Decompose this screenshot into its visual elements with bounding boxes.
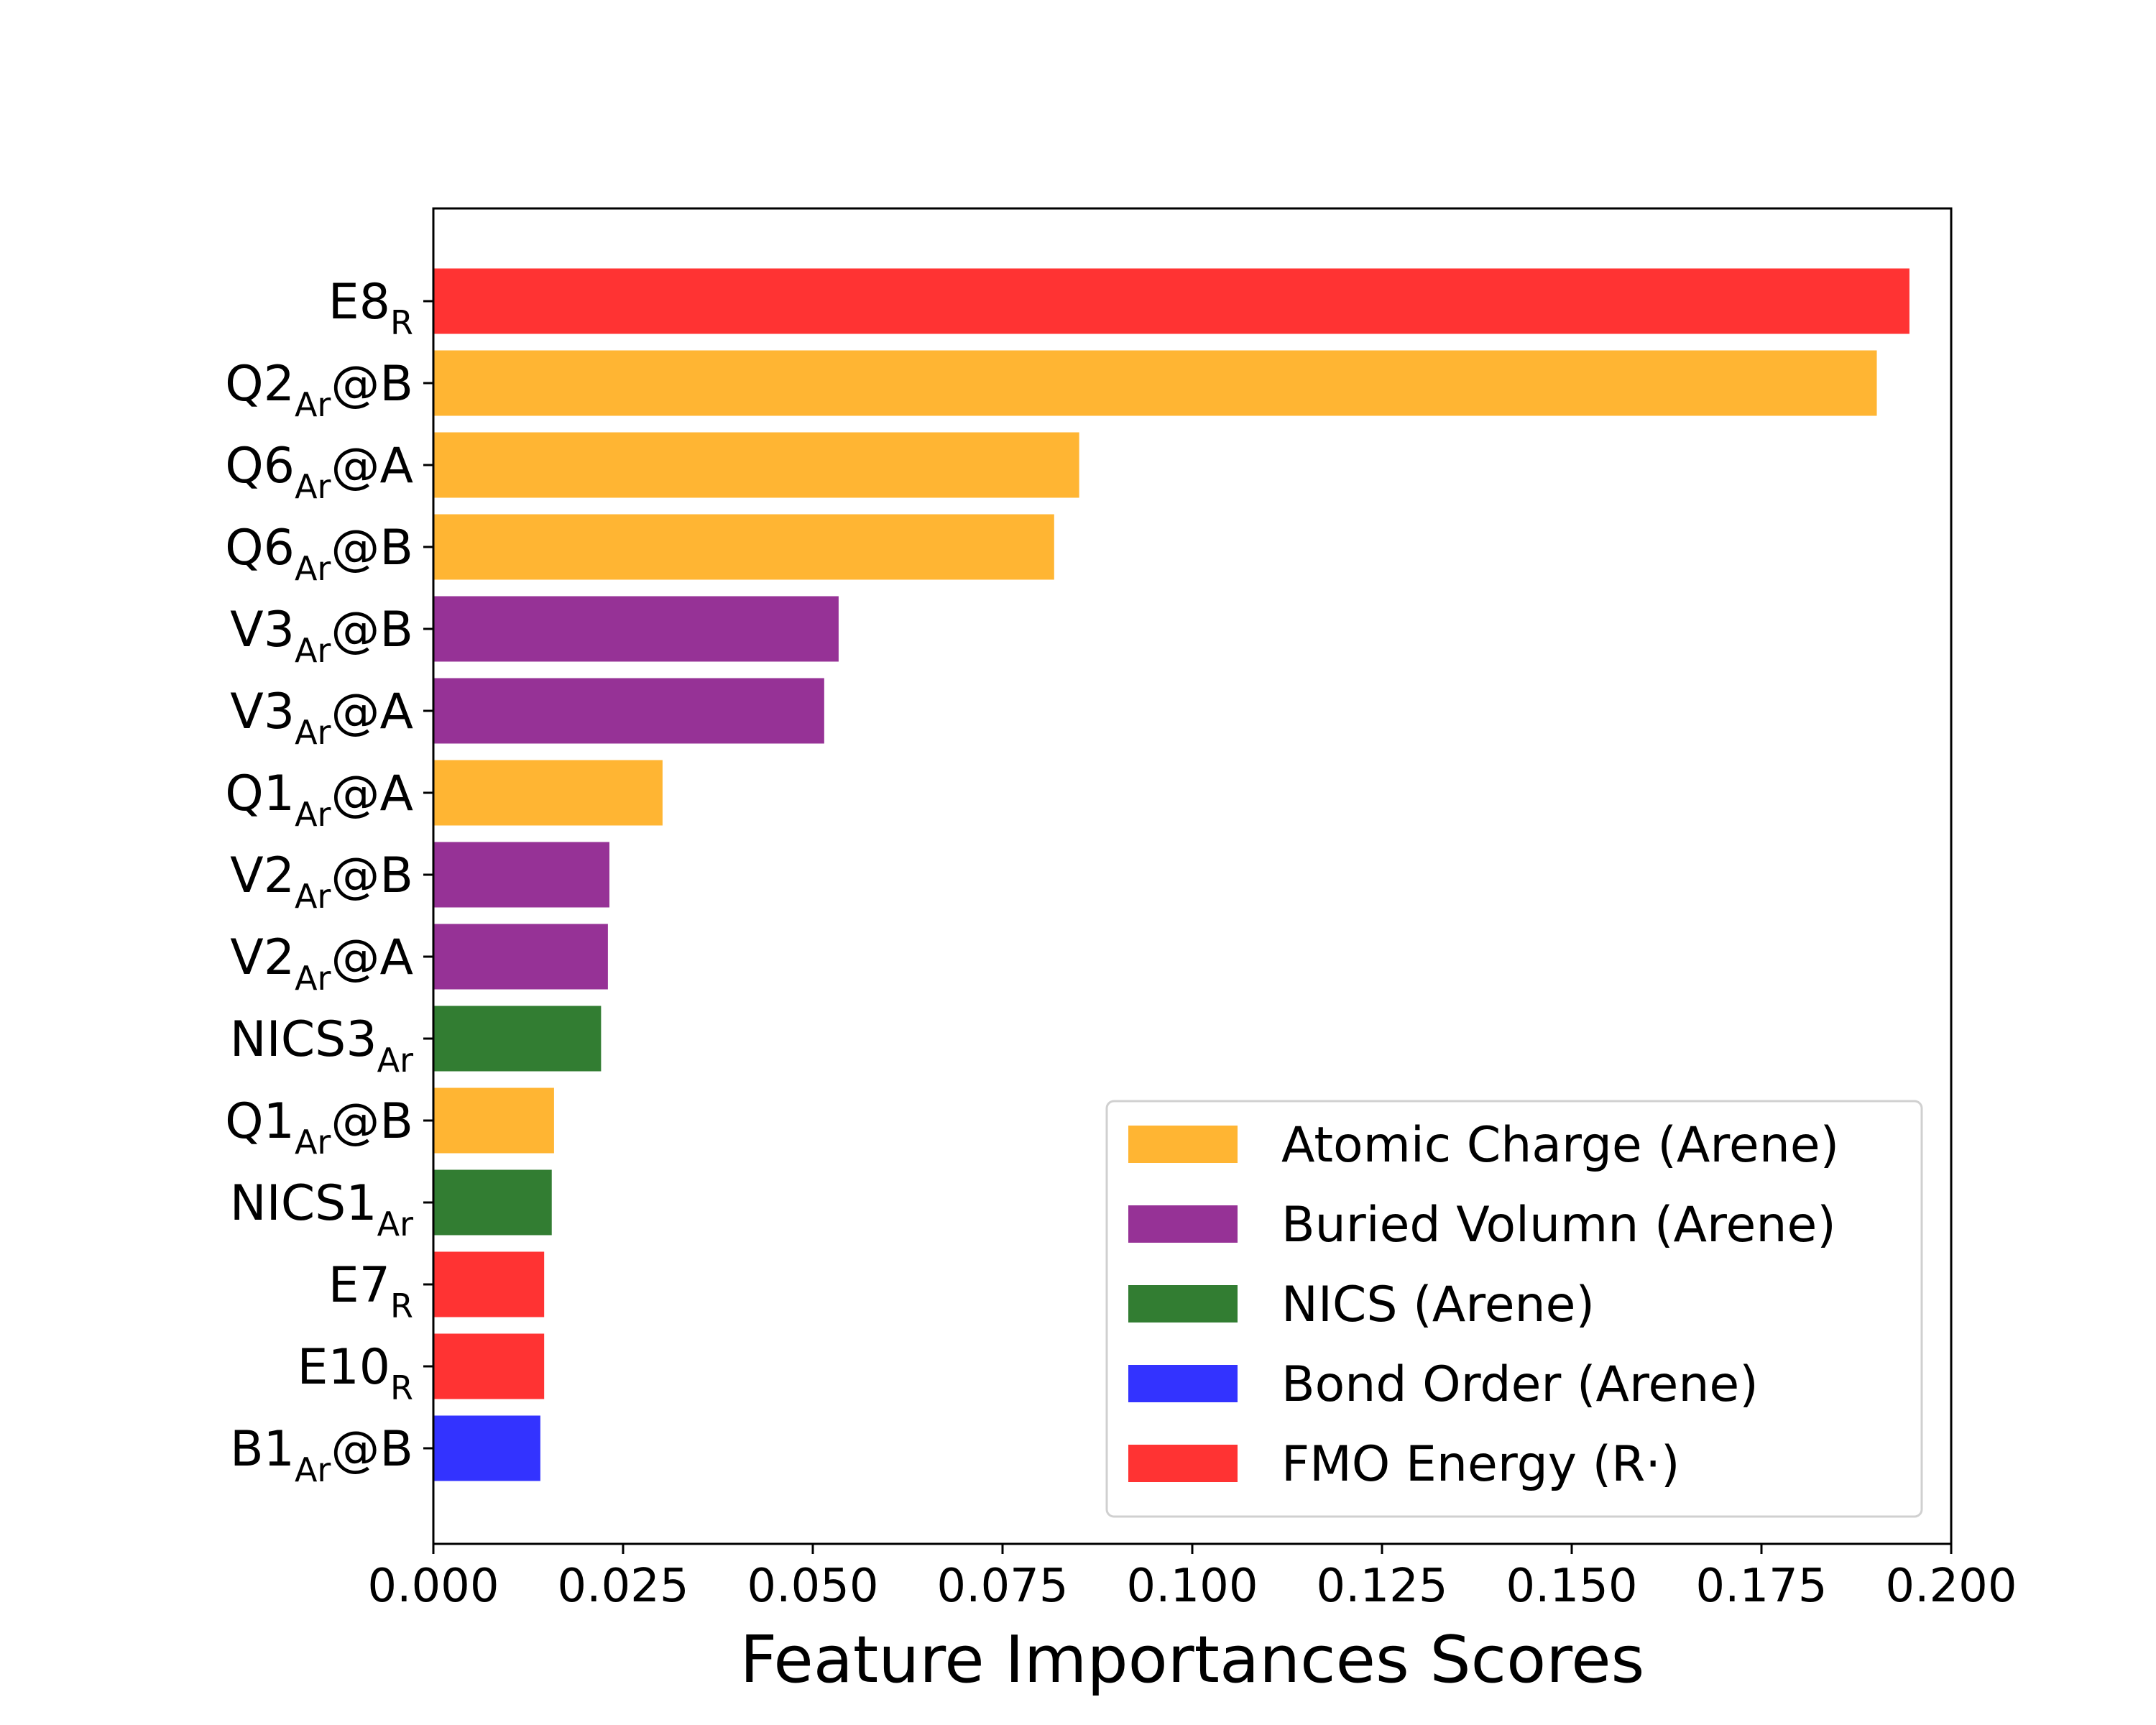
legend: Atomic Charge (Arene) Buried Volumn (Aren… (1105, 1100, 1923, 1518)
legend-label: NICS (Arene) (1281, 1276, 1595, 1333)
category-label: Q2Ar@B (225, 356, 413, 424)
category-label: V2Ar@A (230, 929, 413, 998)
category-label: Q1Ar@B (225, 1093, 413, 1162)
x-tick-label: 0.025 (557, 1560, 688, 1613)
x-tick-label: 0.150 (1506, 1560, 1637, 1613)
bars-group (423, 268, 1909, 1481)
bar (433, 1415, 540, 1481)
bar (433, 1169, 552, 1236)
x-tick-label: 0.050 (747, 1560, 878, 1613)
legend-label: Atomic Charge (Arene) (1281, 1117, 1839, 1174)
category-label: V3Ar@B (230, 602, 413, 670)
bar (433, 1333, 545, 1399)
bar (433, 924, 608, 990)
bar (433, 596, 839, 662)
legend-swatch (1128, 1365, 1238, 1402)
x-tick-label: 0.175 (1695, 1560, 1827, 1613)
category-labels: E8R Q2Ar@B Q6Ar@A Q6Ar@B V3Ar@B V3Ar@A Q1Ar@A V… (225, 274, 413, 1489)
legend-label: FMO Energy (R·) (1281, 1436, 1680, 1493)
bar (433, 268, 1909, 334)
x-axis-ticks: 0.000 0.025 0.050 0.075 0.100 0.125 0.150 0.175… (367, 1544, 2017, 1613)
legend-label: Buried Volumn (Arene) (1281, 1197, 1836, 1254)
category-label: NICS3Ar (230, 1011, 413, 1080)
legend-swatch (1128, 1445, 1238, 1482)
category-label: Q6Ar@A (225, 438, 413, 506)
bar (433, 350, 1877, 416)
x-tick-label: 0.200 (1885, 1560, 2017, 1613)
legend-swatch (1128, 1205, 1238, 1243)
legend-label: Bond Order (Arene) (1281, 1356, 1759, 1413)
category-label: E10R (298, 1339, 413, 1407)
x-axis-title: Feature Importances Scores (740, 1622, 1645, 1698)
bar (433, 842, 609, 908)
bar (433, 1251, 545, 1317)
bar (433, 760, 663, 826)
legend-swatch (1128, 1126, 1238, 1163)
category-label: V3Ar@A (230, 684, 413, 752)
bar (433, 432, 1079, 498)
category-label: V2Ar@B (230, 847, 413, 916)
category-label: E8R (328, 274, 413, 342)
category-label: Q1Ar@A (225, 765, 413, 834)
bar (433, 1087, 554, 1154)
bar (433, 678, 824, 744)
legend-swatch (1128, 1285, 1238, 1322)
x-tick-label: 0.000 (367, 1560, 499, 1613)
bar (433, 514, 1054, 580)
category-label: B1Ar@B (230, 1421, 413, 1489)
category-label: Q6Ar@B (225, 520, 413, 588)
category-label: NICS1Ar (230, 1175, 413, 1243)
plot-frame (432, 207, 1953, 1545)
category-label: E7R (328, 1257, 413, 1325)
legend-box (1105, 1100, 1923, 1518)
bar (433, 1006, 602, 1072)
x-tick-label: 0.075 (936, 1560, 1068, 1613)
x-tick-label: 0.100 (1126, 1560, 1258, 1613)
x-tick-label: 0.125 (1316, 1560, 1447, 1613)
